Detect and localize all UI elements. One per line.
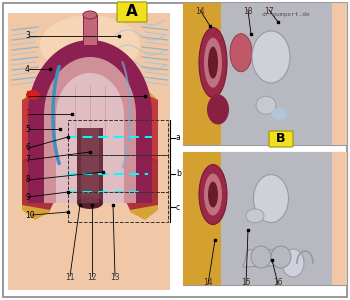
Bar <box>8 13 170 290</box>
Text: 5: 5 <box>25 124 30 134</box>
Text: c: c <box>176 202 180 211</box>
Ellipse shape <box>256 96 276 114</box>
Ellipse shape <box>271 108 287 120</box>
Ellipse shape <box>251 246 271 268</box>
Text: a: a <box>176 134 181 142</box>
FancyBboxPatch shape <box>269 131 293 147</box>
Text: 14: 14 <box>195 7 205 16</box>
Text: 15: 15 <box>241 278 251 287</box>
Bar <box>332 3 347 145</box>
Polygon shape <box>183 152 221 285</box>
Ellipse shape <box>207 94 229 124</box>
Ellipse shape <box>282 249 304 277</box>
Text: 17: 17 <box>264 7 274 16</box>
Text: 12: 12 <box>87 273 97 282</box>
Text: dr-gumpert.de: dr-gumpert.de <box>262 12 311 17</box>
Polygon shape <box>22 150 60 210</box>
Text: 18: 18 <box>243 7 253 16</box>
Polygon shape <box>128 85 158 220</box>
Ellipse shape <box>26 90 40 100</box>
Ellipse shape <box>208 46 218 79</box>
Text: 13: 13 <box>110 273 120 282</box>
Text: 2: 2 <box>25 110 30 118</box>
Text: b: b <box>176 169 181 178</box>
Polygon shape <box>332 3 347 145</box>
Text: 1: 1 <box>25 92 30 100</box>
Text: 8: 8 <box>25 176 30 184</box>
Bar <box>68 192 168 222</box>
Polygon shape <box>183 3 221 145</box>
Ellipse shape <box>246 209 264 223</box>
Ellipse shape <box>208 182 218 208</box>
Polygon shape <box>22 85 58 170</box>
Polygon shape <box>243 250 301 267</box>
Bar <box>81 128 99 203</box>
Polygon shape <box>122 85 158 170</box>
Ellipse shape <box>204 38 222 88</box>
Text: B: B <box>276 133 286 146</box>
Text: 10: 10 <box>25 211 35 220</box>
Polygon shape <box>120 150 158 210</box>
Bar <box>183 3 347 145</box>
Polygon shape <box>28 40 152 203</box>
Text: 14: 14 <box>203 278 213 287</box>
Text: 6: 6 <box>25 143 30 152</box>
Bar <box>221 152 332 285</box>
Ellipse shape <box>83 11 97 19</box>
Bar <box>68 155 168 192</box>
Text: 9: 9 <box>25 193 30 202</box>
Text: 7: 7 <box>25 155 30 164</box>
Ellipse shape <box>40 15 140 75</box>
Bar <box>77 128 103 203</box>
Ellipse shape <box>230 34 252 72</box>
Bar <box>221 3 332 145</box>
Ellipse shape <box>199 28 227 98</box>
Polygon shape <box>56 73 124 203</box>
Ellipse shape <box>252 31 290 83</box>
Ellipse shape <box>271 246 291 268</box>
Bar <box>68 120 168 155</box>
Text: 16: 16 <box>273 278 283 287</box>
Text: A: A <box>126 4 138 20</box>
Ellipse shape <box>253 175 288 223</box>
Bar <box>83 15 97 45</box>
Polygon shape <box>22 85 52 220</box>
Ellipse shape <box>204 174 222 216</box>
Ellipse shape <box>77 197 103 209</box>
Text: 11: 11 <box>65 273 75 282</box>
Ellipse shape <box>199 165 227 225</box>
Polygon shape <box>44 57 136 203</box>
FancyBboxPatch shape <box>117 2 147 22</box>
Text: 3: 3 <box>25 32 30 40</box>
Bar <box>332 152 347 285</box>
Bar <box>183 152 347 285</box>
Text: 4: 4 <box>25 64 30 74</box>
